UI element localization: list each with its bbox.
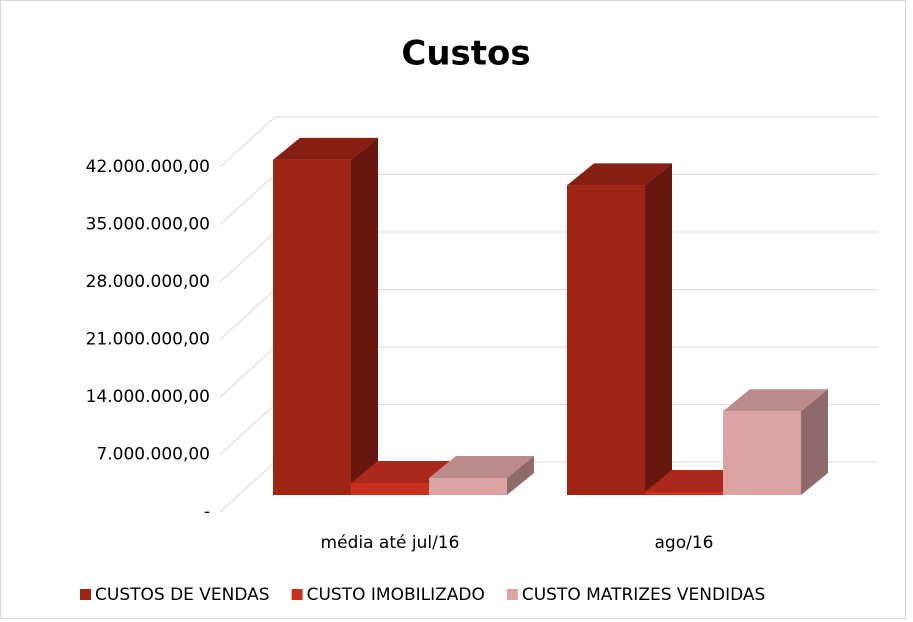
legend-swatch [506,589,518,600]
bar-side-shade [507,455,534,495]
x-tick-label: ago/16 [655,533,714,553]
bar-top-shade [429,455,534,478]
chart-title: Custos [401,34,530,74]
bar [351,483,429,495]
bar-side-shade [645,163,672,496]
legend-label: CUSTO IMOBILIZADO [307,585,485,605]
y-tick-label: 7.000.000,00 [96,445,210,465]
legend-label: CUSTO MATRIZES VENDIDAS [522,585,765,605]
bar-top [429,455,534,478]
bar-top [567,163,672,186]
bar-top [273,137,378,160]
bar [273,159,351,495]
bar-top-shade [567,163,672,186]
bar [567,185,645,496]
bar-top-shade [273,137,378,160]
bar [723,411,801,495]
y-tick-label: 28.000.000,00 [86,272,210,292]
legend-label: CUSTOS DE VENDAS [95,585,270,605]
y-tick-label: 42.000.000,00 [86,157,210,177]
legend-swatch [80,589,91,600]
bar-side-shade [801,389,828,495]
bar-side [507,455,534,495]
bar-side-shade [351,137,378,495]
bar-side [801,389,828,495]
y-tick-label: 35.000.000,00 [86,215,210,235]
y-tick-label: - [204,502,210,522]
bar-side [645,163,672,496]
bar [429,477,507,495]
legend-swatch [291,589,303,600]
y-tick-label: 21.000.000,00 [86,330,210,350]
grid-line [219,116,878,168]
y-tick-label: 14.000.000,00 [86,387,210,407]
bar-side [351,137,378,495]
bar-top [723,389,828,412]
bar-top-shade [723,389,828,412]
bar [645,491,723,495]
x-tick-label: média até jul/16 [321,533,460,553]
